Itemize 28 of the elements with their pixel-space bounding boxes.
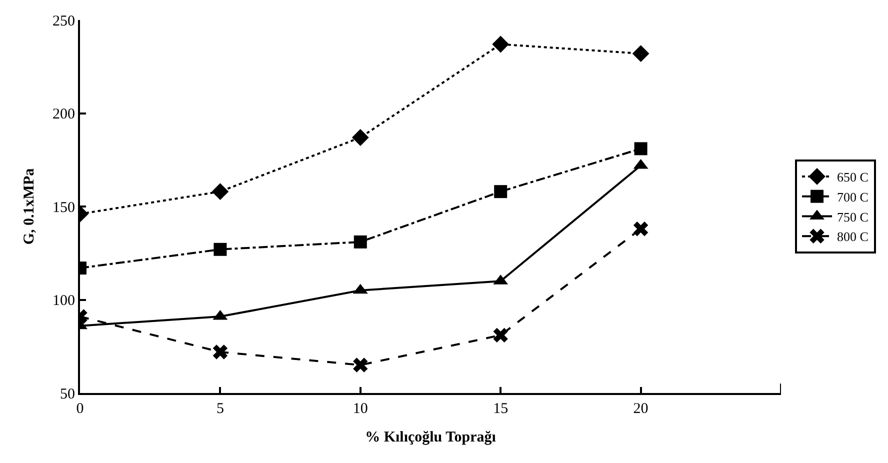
legend-label: 700 C <box>837 189 868 204</box>
point <box>633 222 648 236</box>
point <box>212 344 228 360</box>
point <box>632 45 650 62</box>
point <box>354 235 367 248</box>
y-axis-title: G, 0.1xMPa <box>21 168 38 245</box>
point <box>352 129 369 146</box>
x-axis-title: % Kılıçoğlu Toprağı <box>365 430 496 446</box>
legend-label: 650 C <box>837 170 868 185</box>
point <box>494 185 508 198</box>
x-tick-label: 20 <box>633 401 648 417</box>
point <box>353 358 368 372</box>
y-tick-label: 150 <box>52 200 75 216</box>
point <box>634 142 648 156</box>
x-tick-label: 15 <box>493 401 508 417</box>
point <box>493 328 508 343</box>
y-tick-label: 200 <box>52 106 75 122</box>
x-tick-label: 10 <box>352 401 368 417</box>
x-tick-label: 0 <box>76 401 84 417</box>
x-tick-label: 5 <box>216 401 224 417</box>
y-tick-label: 250 <box>52 13 75 30</box>
y-tick-label: 50 <box>60 386 75 402</box>
legend-label: 750 C <box>837 209 868 224</box>
y-tick-label: 100 <box>52 293 75 309</box>
point <box>212 183 229 200</box>
legend-label: 800 C <box>837 229 868 244</box>
point <box>492 36 510 53</box>
point <box>214 242 227 256</box>
